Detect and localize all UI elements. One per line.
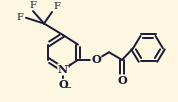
- Text: F: F: [53, 2, 60, 11]
- Text: F: F: [30, 1, 36, 10]
- Text: +: +: [65, 62, 72, 70]
- Text: O: O: [58, 79, 68, 90]
- Text: F: F: [16, 13, 23, 22]
- Text: O: O: [91, 54, 101, 65]
- Text: O: O: [117, 75, 127, 86]
- Text: −: −: [64, 83, 72, 92]
- Text: N: N: [58, 64, 68, 75]
